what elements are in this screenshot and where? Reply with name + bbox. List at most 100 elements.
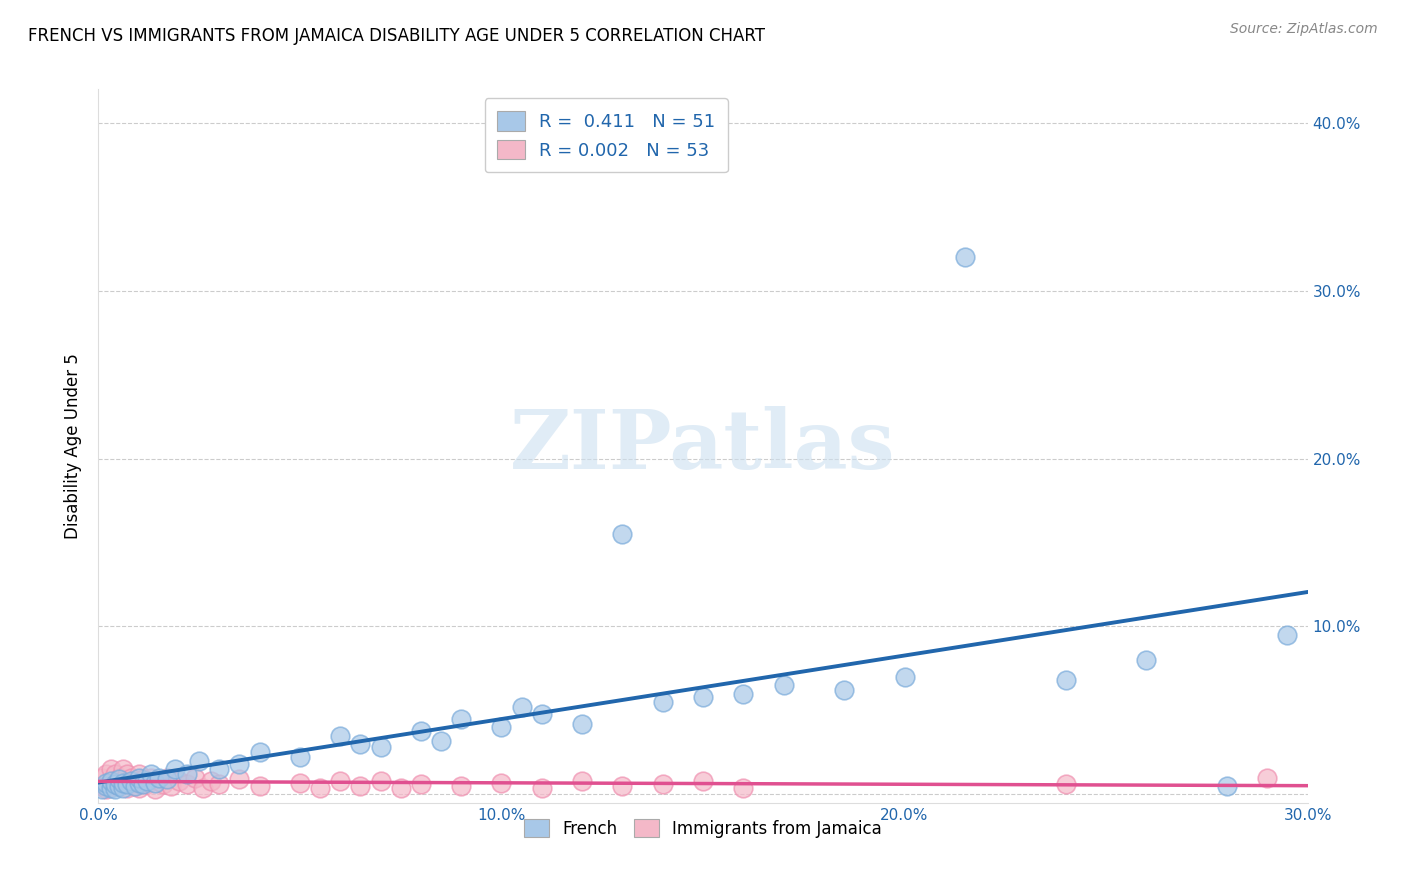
- Point: [163, 762, 186, 776]
- Point: [430, 733, 453, 747]
- Point: [135, 774, 157, 789]
- Point: [96, 779, 118, 793]
- Legend: French, Immigrants from Jamaica: French, Immigrants from Jamaica: [517, 813, 889, 845]
- Point: [1256, 771, 1278, 785]
- Point: [120, 775, 142, 789]
- Point: [156, 771, 179, 785]
- Point: [228, 757, 250, 772]
- Point: [115, 780, 138, 795]
- Point: [692, 774, 714, 789]
- Point: [288, 750, 311, 764]
- Point: [100, 774, 122, 789]
- Point: [1054, 673, 1077, 688]
- Point: [200, 774, 222, 789]
- Point: [91, 779, 114, 793]
- Point: [491, 775, 513, 789]
- Point: [651, 695, 673, 709]
- Point: [409, 777, 432, 791]
- Point: [772, 678, 794, 692]
- Point: [111, 780, 134, 795]
- Point: [103, 782, 125, 797]
- Point: [148, 771, 170, 785]
- Point: [128, 775, 150, 789]
- Point: [349, 779, 371, 793]
- Point: [571, 717, 593, 731]
- Point: [450, 712, 472, 726]
- Point: [100, 774, 122, 789]
- Point: [111, 762, 134, 776]
- Point: [124, 779, 146, 793]
- Point: [389, 780, 412, 795]
- Point: [530, 706, 553, 721]
- Point: [832, 683, 855, 698]
- Point: [249, 746, 271, 760]
- Point: [510, 700, 533, 714]
- Point: [370, 740, 392, 755]
- Point: [409, 723, 432, 738]
- Point: [128, 767, 150, 781]
- Point: [107, 779, 129, 793]
- Point: [103, 767, 125, 781]
- Point: [111, 775, 134, 789]
- Point: [249, 779, 271, 793]
- Point: [156, 772, 179, 787]
- Point: [329, 729, 352, 743]
- Point: [349, 737, 371, 751]
- Y-axis label: Disability Age Under 5: Disability Age Under 5: [65, 353, 83, 539]
- Point: [208, 762, 231, 776]
- Point: [96, 782, 118, 797]
- Point: [530, 780, 553, 795]
- Point: [651, 777, 673, 791]
- Point: [1216, 779, 1239, 793]
- Point: [103, 777, 125, 791]
- Point: [107, 772, 129, 787]
- Point: [135, 777, 157, 791]
- Point: [139, 767, 162, 781]
- Point: [124, 779, 146, 793]
- Point: [96, 775, 118, 789]
- Point: [176, 777, 198, 791]
- Point: [139, 771, 162, 785]
- Point: [893, 670, 915, 684]
- Point: [100, 780, 122, 795]
- Point: [120, 774, 142, 789]
- Point: [208, 777, 231, 791]
- Point: [100, 762, 122, 776]
- Point: [733, 687, 755, 701]
- Point: [132, 772, 155, 787]
- Point: [103, 775, 125, 789]
- Text: Source: ZipAtlas.com: Source: ZipAtlas.com: [1230, 22, 1378, 37]
- Point: [228, 772, 250, 787]
- Point: [692, 690, 714, 704]
- Point: [329, 774, 352, 789]
- Point: [132, 777, 155, 791]
- Point: [491, 720, 513, 734]
- Point: [152, 777, 174, 791]
- Point: [91, 782, 114, 797]
- Point: [160, 779, 183, 793]
- Point: [148, 774, 170, 789]
- Point: [1054, 777, 1077, 791]
- Point: [124, 774, 146, 789]
- Point: [128, 780, 150, 795]
- Point: [612, 527, 634, 541]
- Point: [107, 779, 129, 793]
- Point: [450, 779, 472, 793]
- Point: [188, 754, 211, 768]
- Point: [176, 767, 198, 781]
- Point: [953, 250, 976, 264]
- Point: [111, 774, 134, 789]
- Point: [612, 779, 634, 793]
- Point: [143, 782, 166, 797]
- Point: [115, 777, 138, 791]
- Text: FRENCH VS IMMIGRANTS FROM JAMAICA DISABILITY AGE UNDER 5 CORRELATION CHART: FRENCH VS IMMIGRANTS FROM JAMAICA DISABI…: [28, 27, 765, 45]
- Point: [184, 771, 207, 785]
- Point: [193, 780, 215, 795]
- Point: [167, 774, 190, 789]
- Point: [288, 775, 311, 789]
- Point: [115, 767, 138, 781]
- Point: [571, 774, 593, 789]
- Point: [370, 774, 392, 789]
- Point: [120, 771, 142, 785]
- Text: ZIPatlas: ZIPatlas: [510, 406, 896, 486]
